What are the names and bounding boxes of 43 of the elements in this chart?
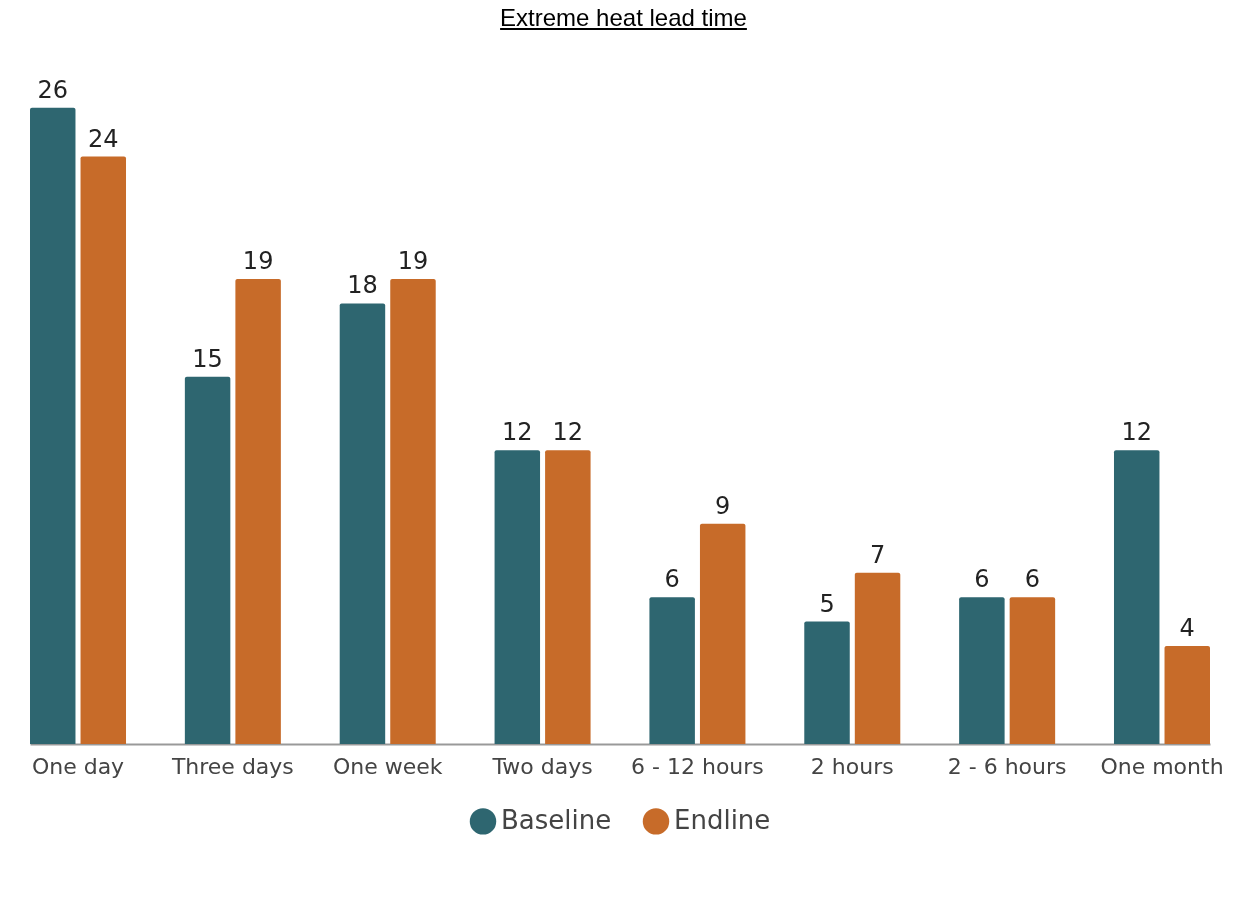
data-label: 18 — [347, 271, 378, 300]
bar — [959, 597, 1005, 744]
bar — [390, 278, 436, 744]
bar — [339, 303, 386, 744]
bar — [1113, 450, 1160, 744]
bar — [699, 523, 746, 744]
chart-title: Extreme heat lead time — [499, 3, 748, 33]
bar — [184, 376, 231, 744]
bar — [1164, 646, 1210, 744]
data-label: 12 — [552, 418, 584, 447]
data-label: 7 — [869, 540, 886, 569]
x-tick-label: 2 - 6 hours — [947, 753, 1067, 779]
bar — [30, 107, 76, 744]
legend-label: Endline — [674, 805, 771, 836]
data-label: 4 — [1179, 614, 1195, 643]
data-label: 9 — [715, 491, 731, 520]
data-label: 15 — [192, 344, 223, 373]
data-label: 5 — [819, 589, 835, 618]
x-tick-label: Two days — [491, 753, 593, 779]
bar — [1009, 597, 1056, 744]
bar — [494, 450, 541, 744]
data-label: 6 — [664, 565, 680, 594]
bar — [804, 621, 850, 744]
data-label: 6 — [974, 565, 990, 594]
data-label: 26 — [37, 75, 69, 104]
bar — [854, 572, 901, 744]
data-label: 12 — [1121, 418, 1152, 447]
data-label: 12 — [502, 418, 533, 447]
x-tick-label: One week — [332, 753, 443, 779]
bar — [235, 278, 281, 744]
data-label: 19 — [242, 246, 274, 275]
x-tick-label: 6 - 12 hours — [631, 753, 764, 779]
data-label: 19 — [397, 246, 429, 275]
x-tick-label: Three days — [170, 753, 294, 779]
bar — [80, 156, 127, 744]
x-tick-label: One day — [31, 753, 125, 779]
bar — [545, 450, 591, 744]
x-tick-label: 2 hours — [810, 753, 894, 779]
legend-label: Baseline — [501, 805, 612, 836]
data-label: 24 — [88, 124, 119, 153]
data-label: 6 — [1024, 565, 1041, 594]
bar — [649, 597, 695, 744]
x-tick-label: One month — [1100, 753, 1224, 779]
